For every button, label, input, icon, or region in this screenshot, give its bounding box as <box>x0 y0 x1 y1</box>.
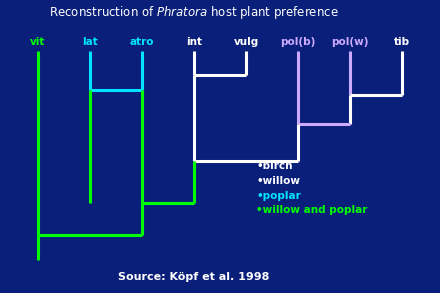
Text: pol(w): pol(w) <box>331 37 369 47</box>
Text: Reconstruction of $\it{Phratora}$ host plant preference: Reconstruction of $\it{Phratora}$ host p… <box>49 4 339 21</box>
Text: lat: lat <box>82 37 98 47</box>
Text: vulg: vulg <box>233 37 259 47</box>
Text: Source: Köpf et al. 1998: Source: Köpf et al. 1998 <box>118 272 270 282</box>
Text: vit: vit <box>30 37 45 47</box>
Text: •willow: •willow <box>257 176 301 186</box>
Text: pol(b): pol(b) <box>280 37 316 47</box>
Text: tib: tib <box>394 37 410 47</box>
Text: int: int <box>186 37 202 47</box>
Text: •poplar: •poplar <box>257 191 301 201</box>
Text: atro: atro <box>130 37 154 47</box>
Text: •birch: •birch <box>257 161 293 171</box>
Text: •willow and poplar: •willow and poplar <box>257 205 368 215</box>
